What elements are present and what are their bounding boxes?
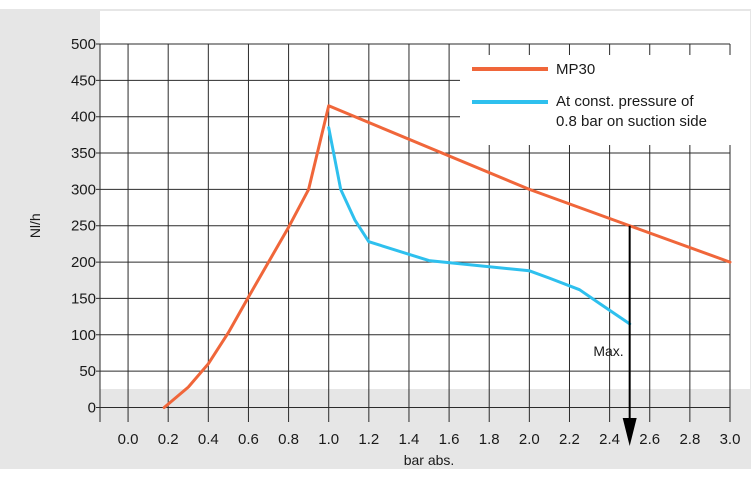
y-tick-label: 50 — [79, 363, 96, 380]
x-tick-label: 2.6 — [639, 431, 660, 448]
x-tick-label: 1.8 — [479, 431, 500, 448]
series-line-2 — [327, 126, 632, 326]
legend-label-const-pressure: At const. pressure of — [556, 93, 694, 110]
y-axis-label: Nl/h — [27, 213, 43, 238]
x-tick-label: 0.6 — [238, 431, 259, 448]
series-line-1 — [162, 104, 732, 409]
x-tick-label: 2.2 — [559, 431, 580, 448]
legend: MP30 At const. pressure of 0.8 bar on suct… — [460, 55, 735, 145]
legend-label-const-pressure: 0.8 bar on suction side — [556, 113, 707, 130]
y-tick-label: 300 — [71, 181, 96, 198]
y-tick-label: 0 — [88, 399, 96, 416]
y-tick-label: 150 — [71, 290, 96, 307]
y-tick-label: 100 — [71, 327, 96, 344]
y-tick-label: 450 — [71, 72, 96, 89]
x-axis-label: bar abs. — [404, 452, 455, 468]
y-tick-label: 200 — [71, 254, 96, 271]
x-tick-label: 1.2 — [358, 431, 379, 448]
max-annotation-label: Max. — [593, 343, 623, 359]
y-tick-label: 250 — [71, 218, 96, 235]
x-tick-label: 2.0 — [519, 431, 540, 448]
x-tick-label: 1.6 — [439, 431, 460, 448]
x-tick-label: 1.0 — [318, 431, 339, 448]
x-tick-label: 3.0 — [720, 431, 741, 448]
y-tick-label: 350 — [71, 145, 96, 162]
x-tick-label: 0.0 — [118, 431, 139, 448]
x-tick-label: 1.4 — [399, 431, 420, 448]
max-arrow-head — [622, 418, 637, 446]
x-tick-label: 0.4 — [198, 431, 219, 448]
x-tick-label: 0.2 — [158, 431, 179, 448]
legend-label-mp30: MP30 — [556, 61, 595, 78]
y-tick-label: 400 — [71, 109, 96, 126]
x-tick-label: 0.8 — [278, 431, 299, 448]
x-tick-label: 2.8 — [679, 431, 700, 448]
x-tick-label: 2.4 — [599, 431, 620, 448]
y-tick-label: 500 — [71, 36, 96, 53]
